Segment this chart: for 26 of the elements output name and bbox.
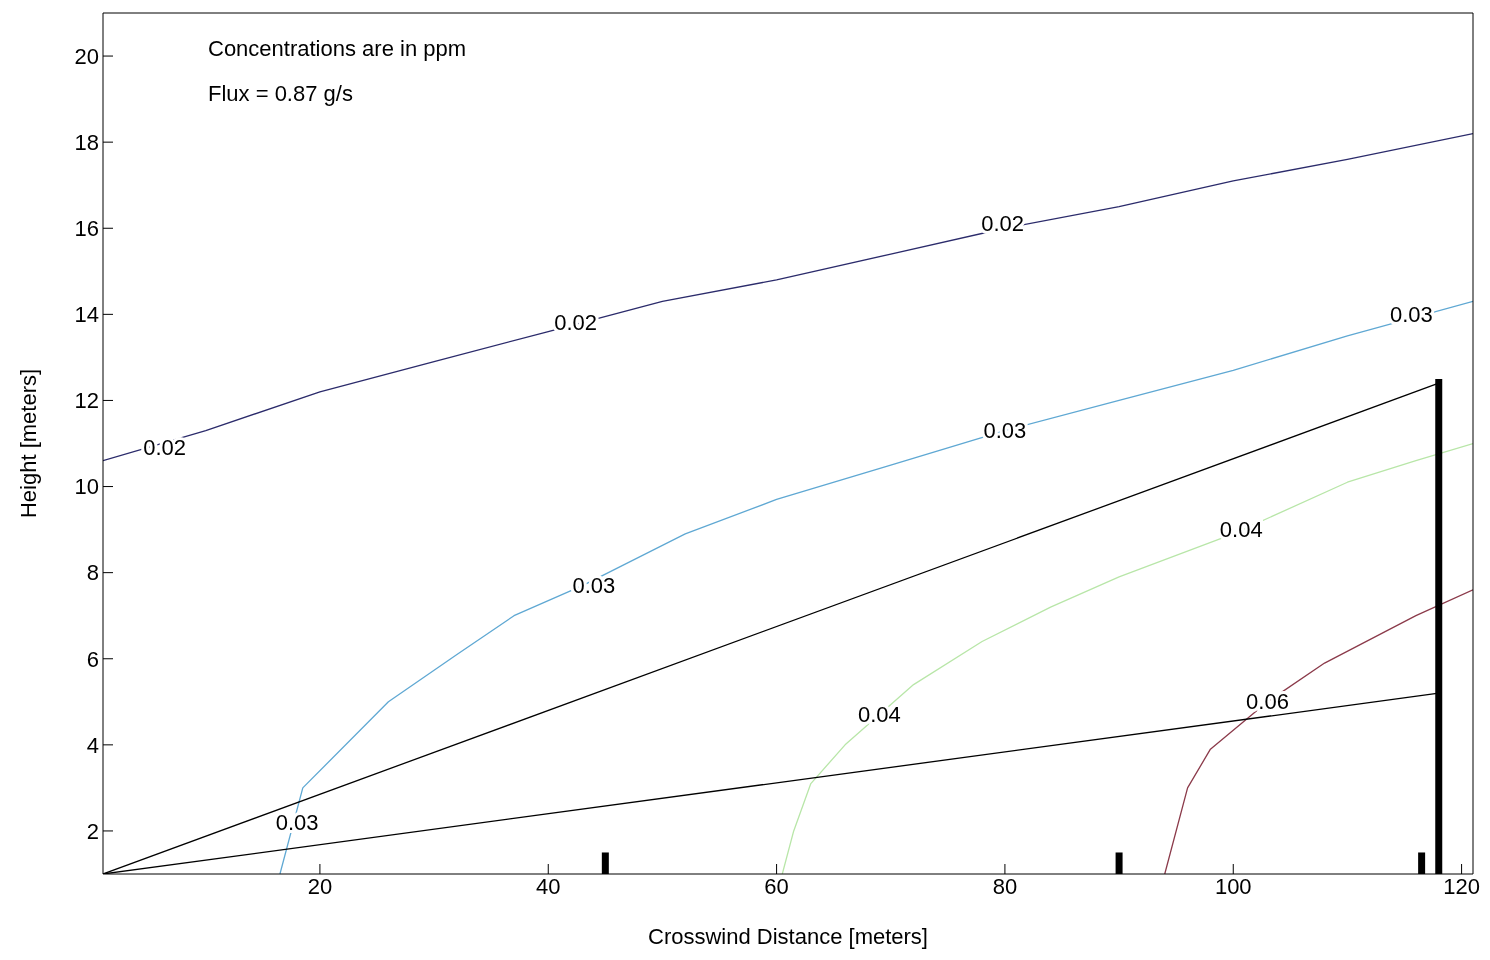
x-tick-label: 20 xyxy=(307,873,333,899)
x-axis-title: Crosswind Distance [meters] xyxy=(648,924,928,949)
x-tick-label: 60 xyxy=(764,873,789,899)
annotation: Concentrations are in ppm xyxy=(208,36,467,62)
annotation: 0.04 xyxy=(1219,517,1263,543)
y-tick-label: 2 xyxy=(86,818,99,844)
annotation: 0.03 xyxy=(1389,301,1433,327)
x-tick-label: 100 xyxy=(1214,873,1252,899)
y-tick-label: 6 xyxy=(86,646,99,672)
y-tick-label: 10 xyxy=(74,474,99,500)
y-tick-label: 12 xyxy=(74,388,99,414)
x-tick-label: 120 xyxy=(1443,873,1480,899)
annotation: 0.02 xyxy=(143,435,187,461)
y-tick-label: 8 xyxy=(86,560,99,586)
y-tick-label: 4 xyxy=(86,732,99,758)
y-tick-label: 20 xyxy=(74,43,99,69)
annotation: 0.04 xyxy=(857,702,901,728)
annotation: Flux = 0.87 g/s xyxy=(208,81,353,107)
annotation: 0.03 xyxy=(572,573,616,599)
x-tick-label: 80 xyxy=(992,873,1018,899)
y-tick-label: 14 xyxy=(74,302,99,328)
y-tick-label: 18 xyxy=(74,129,99,155)
annotation: 0.03 xyxy=(275,809,319,835)
y-axis-title: Height [meters] xyxy=(15,368,41,519)
x-tick-label: 40 xyxy=(536,873,561,899)
y-tick-label: 16 xyxy=(74,216,99,242)
